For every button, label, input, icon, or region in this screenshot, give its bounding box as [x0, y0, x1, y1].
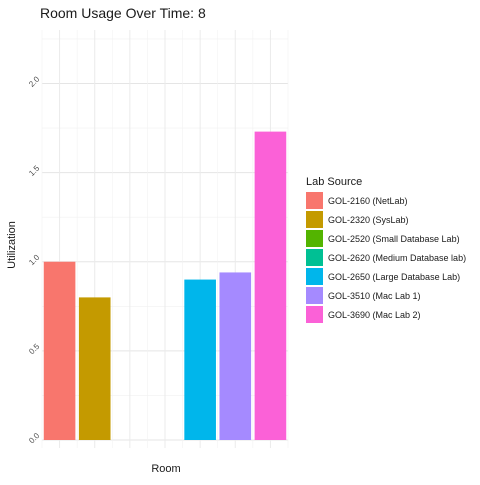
legend-label: GOL-3510 (Mac Lab 1): [328, 291, 421, 301]
legend-label: GOL-2160 (NetLab): [328, 196, 408, 206]
legend-swatch: [306, 306, 323, 323]
legend-title: Lab Source: [306, 176, 362, 188]
y-tick-label: 1.5: [27, 163, 42, 178]
legend-label: GOL-3690 (Mac Lab 2): [328, 310, 421, 320]
y-tick-label: 2.0: [27, 74, 42, 89]
legend-swatch: [306, 287, 323, 304]
bar: [219, 272, 252, 440]
bars: [43, 131, 287, 440]
y-axis-label: Utilization: [6, 221, 18, 269]
legend-swatch: [306, 249, 323, 266]
bar: [78, 297, 111, 440]
legend-label: GOL-2620 (Medium Database lab): [328, 253, 466, 263]
bar: [43, 261, 76, 440]
legend-label: GOL-2520 (Small Database Lab): [328, 234, 460, 244]
legend-label: GOL-2650 (Large Database Lab): [328, 272, 460, 282]
chart-title: Room Usage Over Time: 8: [40, 5, 206, 21]
legend-swatch: [306, 230, 323, 247]
legend-swatch: [306, 211, 323, 228]
legend-items: GOL-2160 (NetLab) GOL-2320 (SysLab) GOL-25…: [306, 192, 466, 323]
legend-label: GOL-2320 (SysLab): [328, 215, 409, 225]
bar: [184, 279, 216, 440]
y-tick-labels: 0.0 0.5 1.0 1.5 2.0: [27, 74, 42, 445]
legend: Lab Source GOL-2160 (NetLab) GOL-2320 (Sy…: [306, 176, 466, 323]
y-tick-label: 0.0: [27, 431, 42, 446]
legend-swatch: [306, 192, 323, 209]
bar: [254, 131, 287, 440]
legend-swatch: [306, 268, 323, 285]
x-axis-label: Room: [151, 463, 180, 475]
y-tick-label: 0.5: [27, 342, 42, 357]
y-tick-label: 1.0: [27, 252, 42, 267]
